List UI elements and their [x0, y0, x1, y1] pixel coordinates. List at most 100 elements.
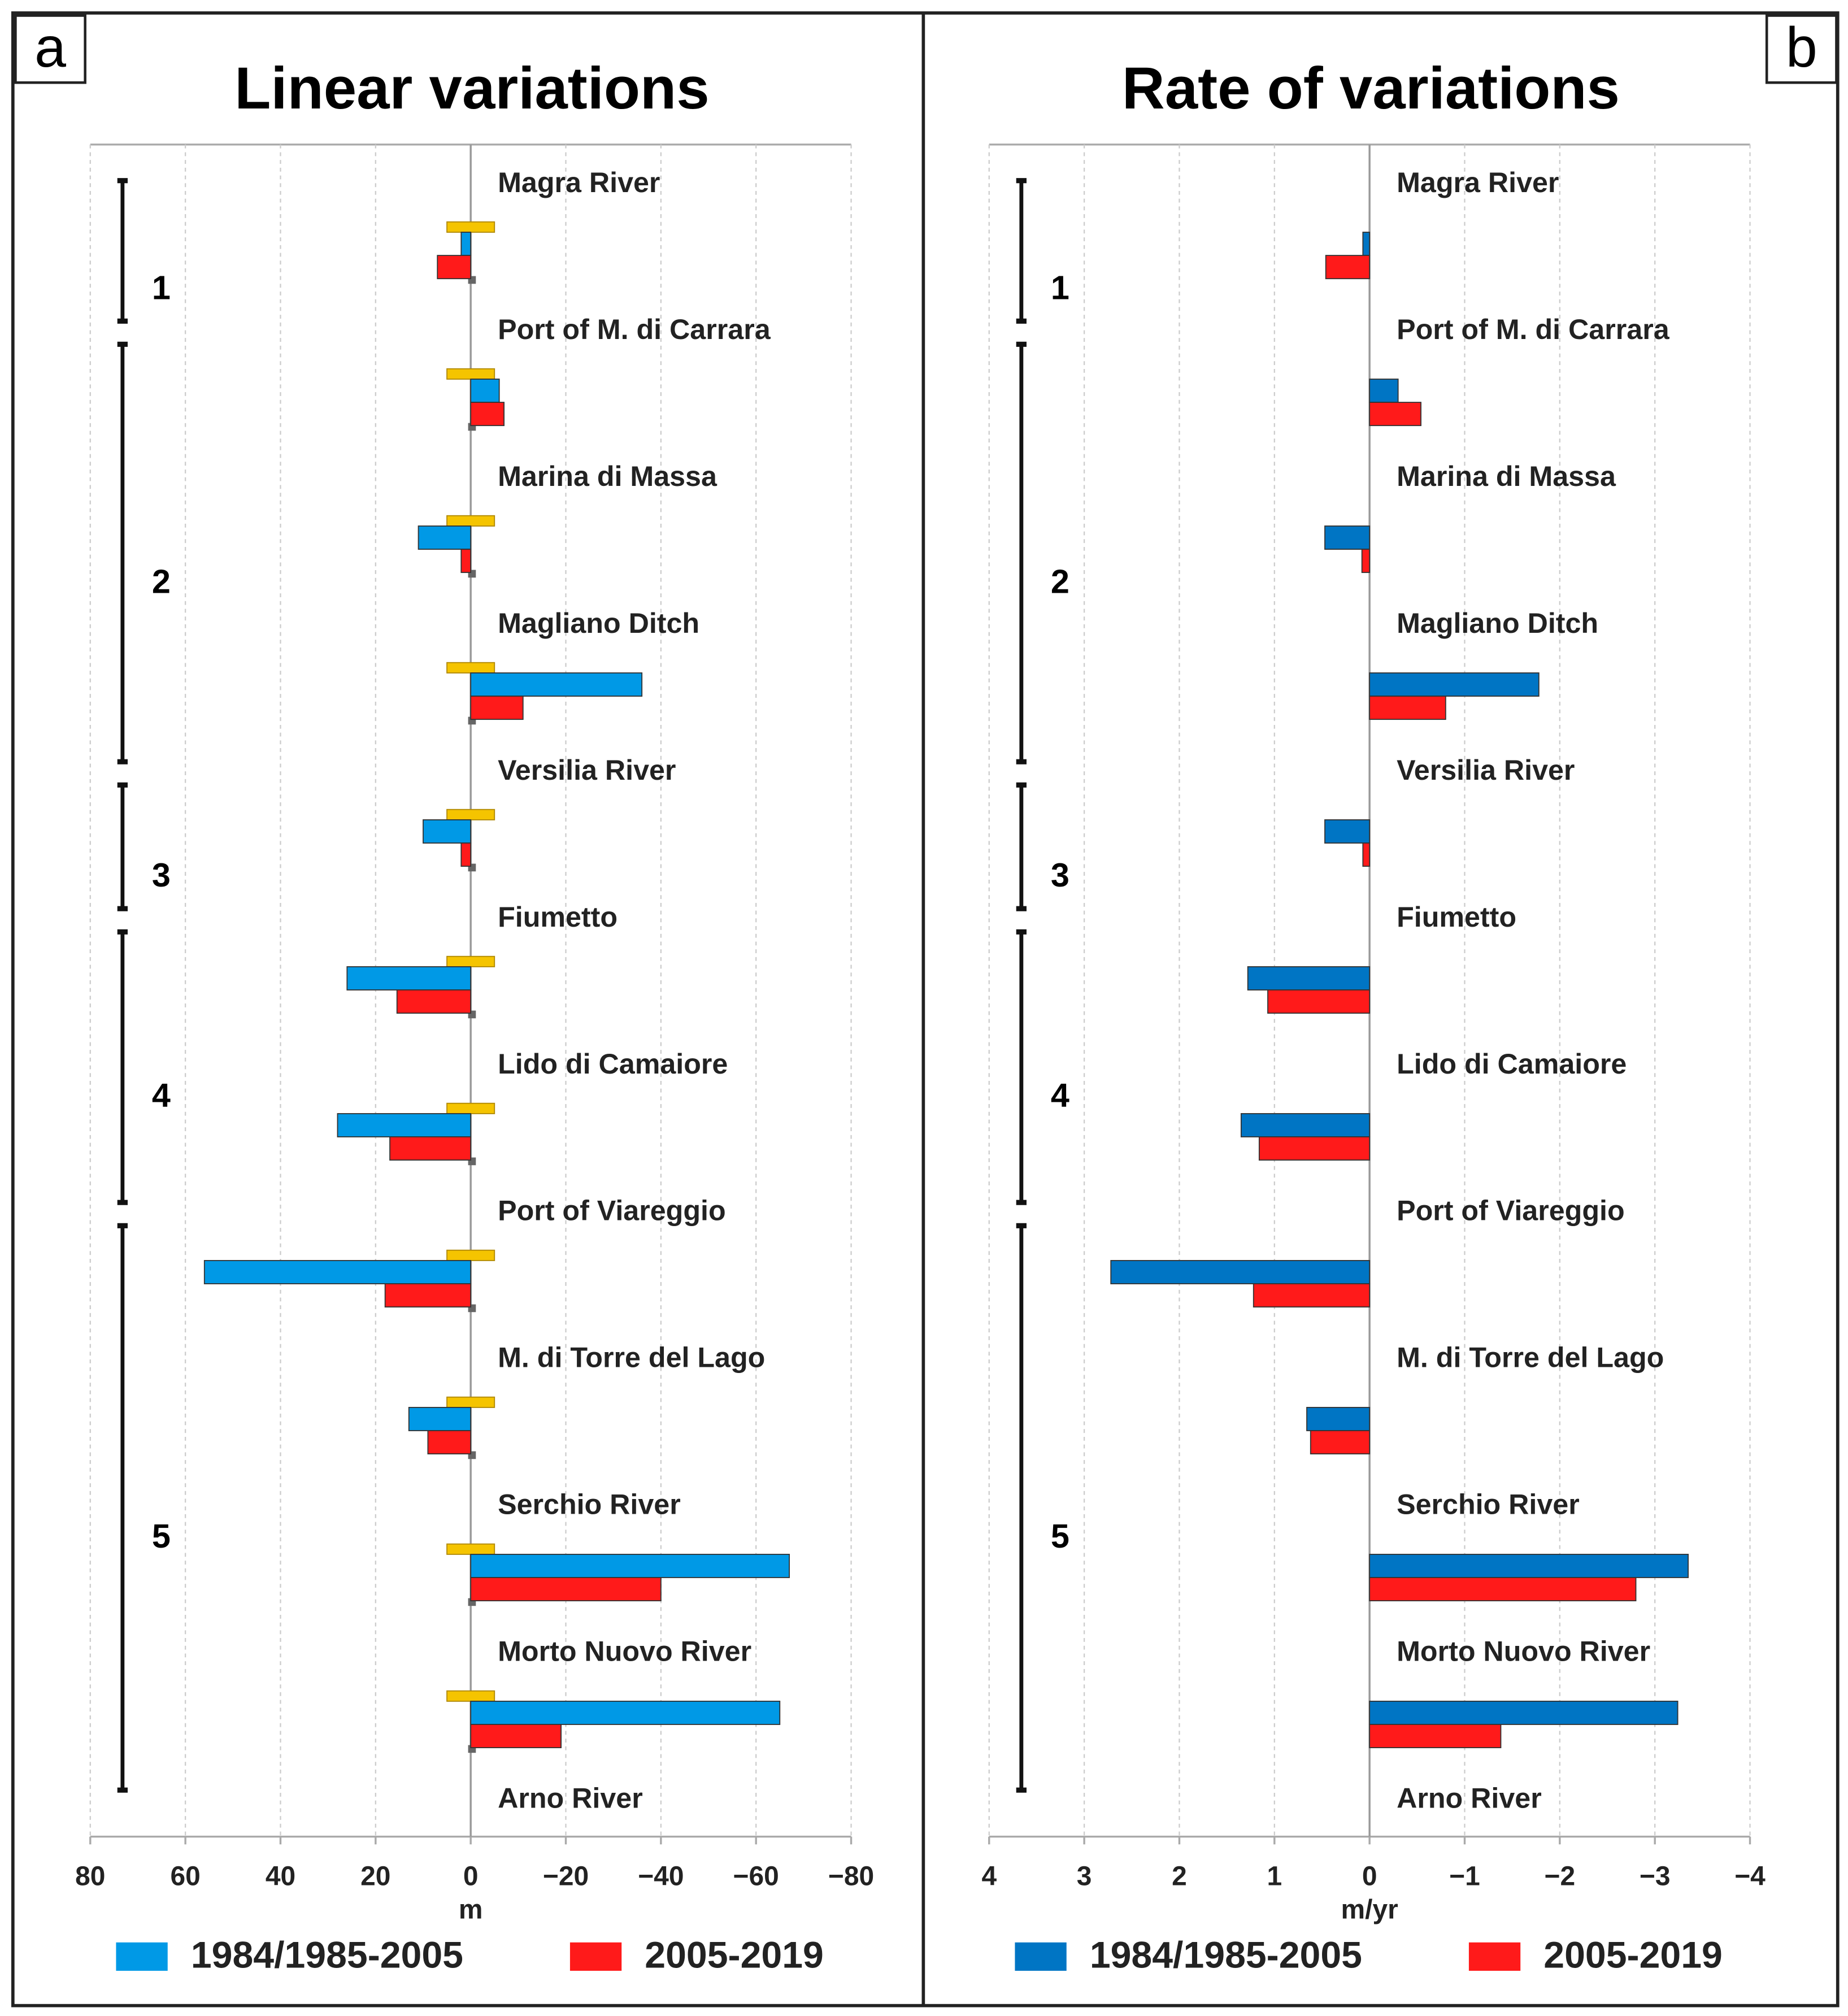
frame — [11, 11, 1840, 2008]
x-tick-label: 1 — [1267, 1861, 1282, 1891]
bar — [1369, 1577, 1637, 1602]
location-label: Port of M. di Carrara — [498, 314, 771, 345]
x-tick-label: −3 — [1640, 1861, 1671, 1891]
location-label: Fiumetto — [1397, 901, 1516, 933]
bar — [470, 402, 505, 427]
bar — [1258, 1136, 1371, 1161]
bar — [1369, 1700, 1679, 1725]
legend-swatch — [569, 1942, 622, 1971]
uncertainty-band — [446, 1690, 495, 1702]
bar — [1240, 1113, 1371, 1137]
location-label: Magra River — [498, 167, 660, 198]
sector-label: 4 — [152, 1076, 171, 1114]
bar — [470, 696, 524, 720]
x-tick-label: −2 — [1545, 1861, 1576, 1891]
location-label: Magliano Ditch — [498, 607, 699, 639]
sector-label: 5 — [1051, 1517, 1069, 1555]
bar — [470, 672, 643, 697]
location-label: Magliano Ditch — [1397, 607, 1598, 639]
x-tick-label: 60 — [170, 1861, 200, 1891]
bar — [460, 549, 472, 573]
bar — [337, 1113, 472, 1137]
x-tick-label: 3 — [1077, 1861, 1092, 1891]
bar — [384, 1283, 472, 1308]
bar — [1324, 525, 1371, 550]
uncertainty-band — [446, 809, 495, 820]
bar — [1324, 819, 1371, 844]
panel-letter-box — [14, 14, 86, 84]
x-axis-label: m — [459, 1895, 483, 1925]
x-tick-label: 80 — [75, 1861, 105, 1891]
sector-label: 1 — [1051, 268, 1069, 306]
x-tick-label: 0 — [1362, 1861, 1377, 1891]
x-tick-label: 0 — [463, 1861, 479, 1891]
bar — [1253, 1283, 1371, 1308]
bar — [1369, 1554, 1689, 1578]
uncertainty-band — [446, 662, 495, 674]
location-label: Port of M. di Carrara — [1397, 314, 1670, 345]
uncertainty-band — [446, 1102, 495, 1114]
sector-label: 2 — [1051, 562, 1069, 600]
sector-label: 3 — [152, 856, 171, 894]
panel-letter: b — [1786, 16, 1817, 79]
bar — [1369, 379, 1399, 403]
panel-letter-box — [1765, 14, 1838, 84]
location-label: Serchio River — [498, 1489, 681, 1520]
x-tick-label: 20 — [360, 1861, 390, 1891]
bar — [1325, 255, 1371, 280]
legend-swatch — [1468, 1942, 1521, 1971]
x-tick-label: −1 — [1449, 1861, 1480, 1891]
bar — [396, 989, 472, 1014]
location-label: Morto Nuovo River — [1397, 1636, 1650, 1667]
bar — [1267, 989, 1371, 1014]
legend-label: 1984/1985-2005 — [1090, 1935, 1362, 1976]
location-label: Marina di Massa — [1397, 460, 1616, 492]
uncertainty-band — [446, 1249, 495, 1261]
bar — [1369, 672, 1540, 697]
legend-swatch — [1015, 1942, 1067, 1971]
location-label: Port of Viareggio — [498, 1195, 726, 1227]
bar — [1306, 1407, 1371, 1431]
bar — [1369, 1724, 1502, 1748]
x-tick-label: −40 — [638, 1861, 684, 1891]
bar — [423, 819, 472, 844]
bar — [1369, 696, 1446, 720]
x-tick-label: −80 — [828, 1861, 874, 1891]
bar — [1247, 966, 1371, 990]
location-label: Arno River — [498, 1783, 643, 1814]
location-label: Lido di Camaiore — [1397, 1048, 1627, 1080]
uncertainty-band — [446, 368, 495, 380]
bar — [470, 1554, 790, 1578]
location-label: Versilia River — [1397, 754, 1575, 786]
location-label: Fiumetto — [498, 901, 618, 933]
x-tick-label: 4 — [981, 1861, 997, 1891]
location-label: Serchio River — [1397, 1489, 1580, 1520]
bar — [1362, 232, 1371, 257]
uncertainty-band — [446, 955, 495, 967]
location-label: Morto Nuovo River — [498, 1636, 751, 1667]
bar — [1361, 549, 1371, 573]
x-axis-label: m/yr — [1341, 1895, 1398, 1925]
location-label: M. di Torre del Lago — [498, 1342, 765, 1374]
location-label: Arno River — [1397, 1783, 1542, 1814]
legend-label: 2005-2019 — [1543, 1935, 1723, 1976]
bar — [470, 1700, 781, 1725]
location-label: Marina di Massa — [498, 460, 718, 492]
sector-label: 4 — [1051, 1076, 1069, 1114]
bar — [1369, 402, 1421, 427]
legend-label: 2005-2019 — [645, 1935, 824, 1976]
bar — [470, 1724, 562, 1748]
legend-swatch — [116, 1942, 168, 1971]
x-tick-label: −60 — [733, 1861, 779, 1891]
bar — [389, 1136, 472, 1161]
bar — [470, 379, 500, 403]
location-label: Versilia River — [498, 754, 676, 786]
sector-label: 3 — [1051, 856, 1069, 894]
bar — [1110, 1260, 1371, 1284]
uncertainty-band — [446, 1543, 495, 1555]
bar — [437, 255, 472, 280]
bar — [408, 1407, 472, 1431]
uncertainty-band — [446, 221, 495, 233]
